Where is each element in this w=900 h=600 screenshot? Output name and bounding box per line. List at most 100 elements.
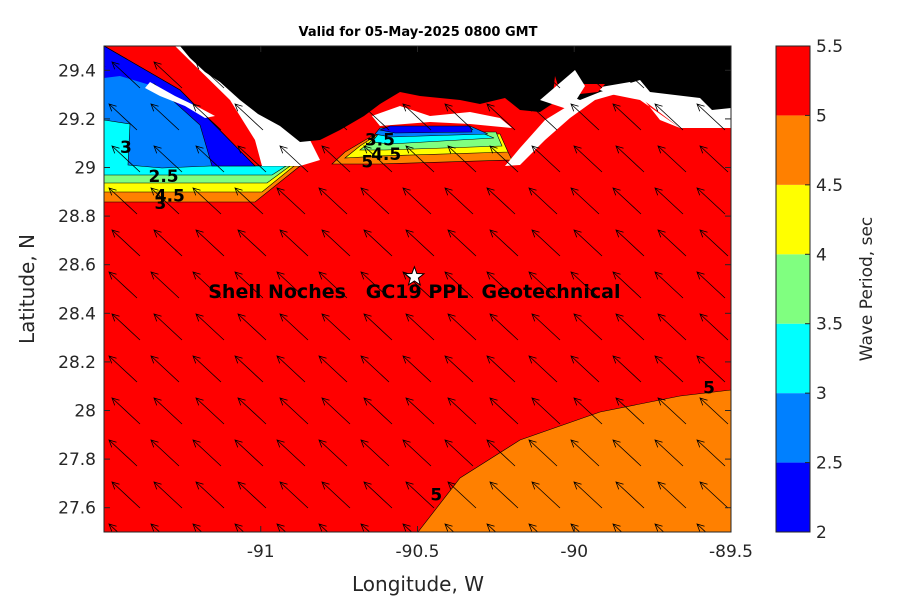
wave-arrow [360,439,390,467]
contour-label: 5 [361,153,373,173]
contour-label: 3.5 [365,131,395,151]
contour-label: 4.5 [155,187,185,207]
wave-arrow [615,313,645,341]
wave-arrow [742,146,770,172]
wave-arrow [322,566,350,592]
colorbar-tick-label: 4.5 [816,176,843,196]
wave-arrow [321,481,351,509]
wave-arrow [570,439,600,467]
wave-arrow [447,229,477,257]
wave-arrow [234,523,245,532]
wave-arrow [528,103,558,131]
wave-arrow [739,188,767,214]
wave-arrow [237,481,267,509]
wave-arrow [486,439,516,467]
wave-period-zone-orange [417,389,731,532]
wave-arrow [108,523,119,532]
wave-arrow [739,104,767,130]
wave-arrow [279,397,309,425]
wave-arrow [531,229,561,257]
wave-arrow [150,103,180,131]
wave-arrow [360,187,390,215]
wave-arrow [195,145,225,173]
wave-arrow [192,103,222,131]
y-tick-label: 28.2 [58,353,96,373]
wave-arrow [739,272,767,298]
wave-arrow [447,313,477,341]
wave-arrow [528,523,539,532]
wave-arrow [742,62,770,88]
wave-arrow [195,61,225,89]
wave-arrow [573,145,603,173]
y-tick-label: 28 [74,402,96,422]
wave-arrow [444,439,474,467]
wave-arrow [486,103,516,131]
wave-arrow [234,103,264,131]
wave-arrow [363,229,393,257]
wave-arrow [573,397,603,425]
wave-arrow [444,271,474,299]
colorbar-segment [776,254,810,324]
wave-arrow [318,523,329,532]
wave-arrow [279,61,309,89]
wave-arrow [363,397,393,425]
wave-arrow [237,61,267,89]
wave-arrow [570,523,581,532]
wave-arrow [700,566,728,592]
wave-arrow [153,229,183,257]
wave-arrow [237,229,267,257]
wave-arrow [654,439,684,467]
wave-arrow [657,313,687,341]
wave-arrow [612,187,642,215]
wave-arrow [237,145,267,173]
y-tick-label: 27.6 [58,499,96,519]
wave-arrow [489,481,519,509]
wave-arrow [570,355,600,383]
wave-arrow [742,398,770,424]
wave-arrow [742,482,770,508]
wave-arrow [363,481,393,509]
wave-arrow [402,523,413,532]
wave-arrow [195,481,225,509]
wave-arrow [699,481,729,509]
wave-arrow [150,355,180,383]
wave-arrow [111,61,141,89]
wave-arrow [192,523,203,532]
wave-arrow [657,481,687,509]
wave-arrow [195,397,225,425]
wave-arrow [528,439,558,467]
wave-arrow [402,439,432,467]
wave-arrow [489,145,519,173]
wave-arrow [444,187,474,215]
wave-arrow [321,397,351,425]
colorbar-tick-label: 5.5 [816,37,843,57]
wave-arrow [111,145,141,173]
wave-arrow [447,481,477,509]
wave-arrow [447,145,477,173]
wave-arrow [108,103,138,131]
colorbar-segment [776,115,810,185]
wave-arrow [699,397,729,425]
land-mass [180,46,731,142]
wave-arrow [654,103,684,131]
wave-arrow [486,271,516,299]
wave-arrow [276,271,306,299]
wave-arrow [321,61,351,89]
y-tick-label: 28.8 [58,207,96,227]
wave-arrow [150,523,161,532]
colorbar-tick-label: 3.5 [816,315,843,335]
wave-arrow [192,439,222,467]
wave-arrow [657,397,687,425]
wave-arrow [363,61,393,89]
wave-arrow [574,566,602,592]
wave-arrow [490,566,518,592]
wave-arrow [739,440,767,466]
wave-arrow [742,230,770,256]
x-tick-label: -90.5 [396,542,440,562]
x-tick-label: -91 [247,542,275,562]
wave-arrow [360,103,390,131]
wave-arrow [195,313,225,341]
star-icon[interactable] [403,265,426,287]
contour-label: 3 [120,138,132,158]
